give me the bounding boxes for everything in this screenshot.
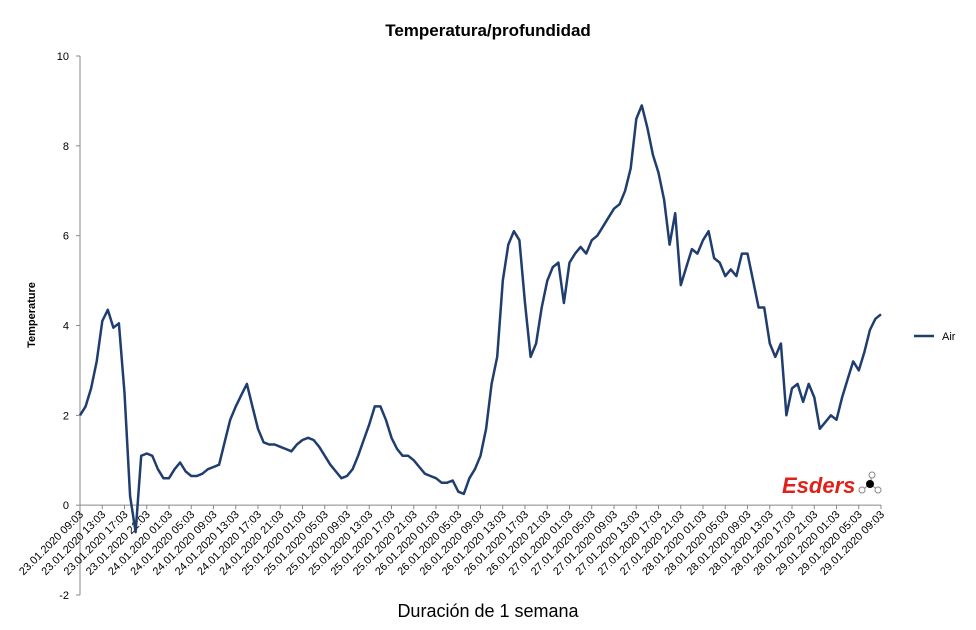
y-tick-label: 4 bbox=[63, 321, 69, 333]
y-axis-title: Temperature bbox=[26, 282, 38, 348]
logo-text: Esders bbox=[782, 473, 855, 498]
y-tick-label: 8 bbox=[63, 141, 69, 153]
chart-title: Temperatura/profundidad bbox=[385, 21, 591, 40]
logo-icon bbox=[858, 471, 882, 494]
y-tick-label: 10 bbox=[57, 51, 69, 63]
x-axis-title: Duración de 1 semana bbox=[397, 601, 579, 621]
legend-label: Air bbox=[942, 331, 956, 343]
y-tick-label: -2 bbox=[59, 590, 69, 602]
y-tick-label: 2 bbox=[63, 410, 69, 422]
y-tick-label: 0 bbox=[63, 500, 69, 512]
logo: Esders bbox=[782, 471, 882, 498]
y-tick-label: 6 bbox=[63, 231, 69, 243]
series-line bbox=[78, 104, 882, 534]
